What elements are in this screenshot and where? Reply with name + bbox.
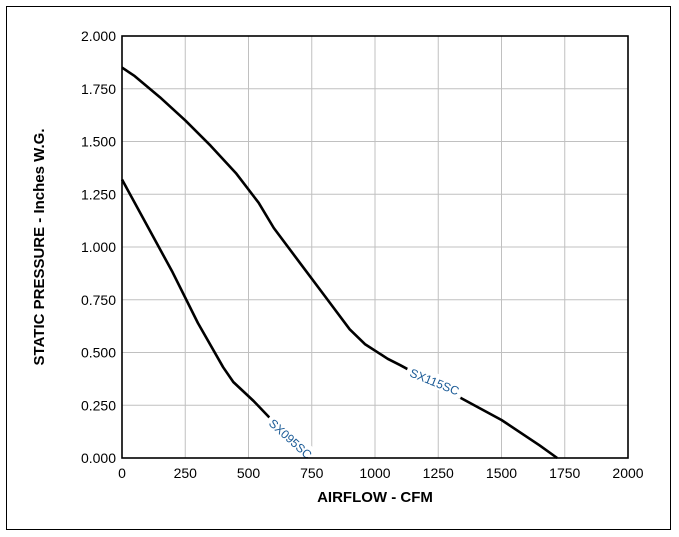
- y-tick-label: 1.250: [81, 186, 116, 202]
- y-tick-label: 1.750: [81, 81, 116, 97]
- y-tick-label: 0.750: [81, 292, 116, 308]
- y-tick-label: 2.000: [81, 28, 116, 44]
- x-tick-label: 1000: [359, 465, 390, 481]
- y-tick-label: 0.250: [81, 397, 116, 413]
- y-tick-label: 0.500: [81, 345, 116, 361]
- series-label-sx095sc: SX095SC: [266, 416, 315, 462]
- chart-frame: [6, 6, 671, 530]
- grid: [121, 35, 629, 459]
- x-axis-title: AIRFLOW - CFM: [317, 489, 433, 506]
- y-tick-label: 1.000: [81, 239, 116, 255]
- series-line-sx095sc: [120, 178, 308, 459]
- x-tick-label: 1250: [423, 465, 454, 481]
- series-label-group: SX115SC: [404, 362, 466, 399]
- x-tick-label: 1500: [486, 465, 517, 481]
- x-tick-label: 2000: [612, 465, 643, 481]
- series-label-sx115sc: SX115SC: [408, 366, 462, 399]
- x-tick-label: 0: [118, 465, 126, 481]
- y-tick-label: 1.500: [81, 134, 116, 150]
- tick-labels: 0 250 500 750 1000 1250 1500 1750 2000 0.000 0.250…: [81, 28, 644, 481]
- plot-area: [121, 35, 629, 459]
- series-label-background: [404, 362, 466, 399]
- y-tick-label: 0.000: [81, 450, 116, 466]
- series-line-sx115sc: [121, 66, 558, 460]
- y-axis-title: STATIC PRESSURE - Inches W.G.: [31, 129, 48, 366]
- x-tick-label: 500: [237, 465, 261, 481]
- x-tick-label: 750: [300, 465, 324, 481]
- x-tick-label: 1750: [549, 465, 580, 481]
- x-tick-label: 250: [174, 465, 198, 481]
- series-label-group: SX095SC: [263, 412, 319, 464]
- series-label-background: [263, 412, 319, 464]
